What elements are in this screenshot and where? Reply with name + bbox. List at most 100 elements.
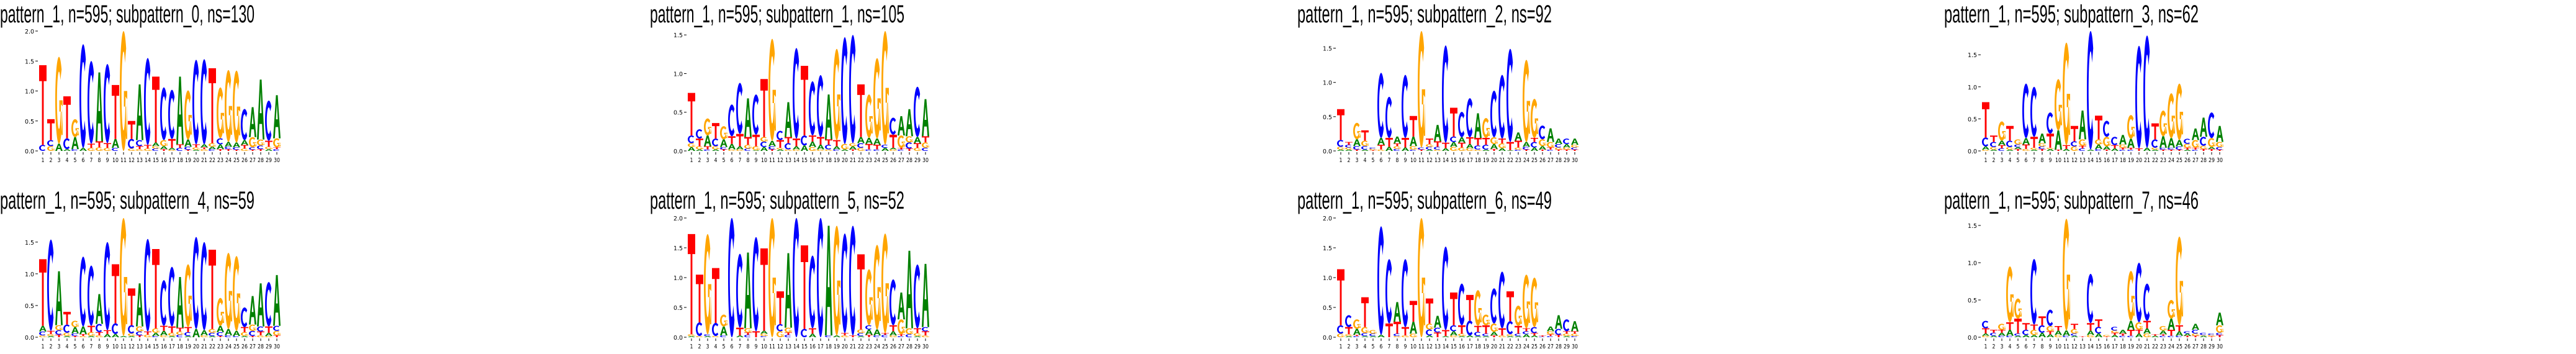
logo-letter-T — [2159, 334, 2167, 336]
logo-letter-T — [1998, 145, 2006, 148]
logo-letter-C — [104, 242, 110, 330]
logo-letter-A — [1998, 332, 2006, 336]
x-tick-label: 25 — [233, 343, 240, 350]
logo-letter-A — [833, 146, 840, 150]
logo-letter-A — [2151, 149, 2159, 151]
logo-letter-C — [704, 149, 711, 151]
logo-letter-T — [1377, 145, 1385, 150]
logo-letter-T — [1466, 294, 1474, 321]
x-tick-label: 18 — [1475, 157, 1481, 164]
x-tick-label: 3 — [2001, 343, 2004, 350]
logo-panel-3: pattern_1, n=595; subpattern_3, ns=62 0.0… — [1930, 0, 2574, 177]
logo-letter-C — [1531, 327, 1538, 334]
logo-letter-A — [2135, 334, 2143, 337]
logo-letter-G — [120, 218, 127, 336]
logo-letter-T — [889, 134, 897, 148]
x-tick-label: 27 — [250, 343, 256, 350]
logo-letter-C — [1458, 283, 1465, 325]
logo-letter-T — [1547, 334, 1554, 337]
logo-letter-T — [857, 254, 865, 330]
logo-letter-A — [200, 330, 208, 335]
logo-letter-C — [1523, 147, 1529, 150]
logo-letter-C — [1990, 332, 1997, 336]
y-tick-label: 1.5 — [1968, 223, 1977, 230]
x-tick-label: 5 — [2017, 157, 2020, 164]
logo-letter-T — [1490, 148, 1498, 151]
logo-letter-T — [712, 123, 719, 139]
x-tick-label: 22 — [1507, 157, 1513, 164]
logo-letter-C — [2192, 149, 2199, 151]
logo-letter-A — [1490, 143, 1498, 149]
logo-letter-T — [2047, 331, 2054, 335]
logo-letter-A — [2176, 140, 2183, 147]
logo-letter-C — [79, 256, 86, 327]
logo-letter-C — [2022, 83, 2029, 138]
logo-letter-T — [176, 144, 184, 148]
logo-letter-T — [2135, 148, 2143, 151]
x-tick-label: 26 — [1539, 343, 1546, 350]
logo-letter-C — [241, 307, 248, 327]
x-tick-label: 27 — [2192, 157, 2199, 164]
logo-letter-G — [1402, 335, 1409, 337]
logo-letter-A — [914, 336, 921, 337]
logo-letter-G — [1426, 143, 1433, 147]
logo-letter-G — [2159, 110, 2167, 137]
logo-letter-A — [1377, 335, 1385, 337]
logo-letter-A — [2071, 335, 2078, 337]
logo-letter-C — [2030, 259, 2037, 325]
logo-letter-A — [209, 335, 216, 337]
logo-letter-A — [2184, 149, 2191, 151]
logo-letter-T — [688, 234, 695, 335]
x-tick-label: 16 — [1459, 157, 1465, 164]
x-tick-label: 29 — [2209, 157, 2215, 164]
logo-letter-A — [1394, 136, 1401, 143]
logo-letter-G — [906, 136, 913, 143]
x-tick-label: 5 — [723, 343, 726, 350]
x-tick-label: 23 — [866, 343, 872, 350]
logo-letter-C — [720, 147, 727, 150]
x-tick-label: 30 — [922, 157, 929, 164]
logo-letter-T — [881, 333, 889, 335]
logo-letter-A — [793, 146, 800, 150]
logo-letter-A — [63, 335, 71, 337]
logo-letter-C — [2143, 283, 2150, 321]
logo-letter-C — [249, 147, 256, 150]
logo-letter-G — [833, 225, 840, 336]
x-tick-label: 23 — [217, 157, 223, 164]
logo-letter-C — [881, 335, 888, 337]
logo-letter-T — [1515, 140, 1522, 148]
logo-letter-A — [2047, 334, 2054, 337]
x-tick-label: 14 — [1443, 157, 1449, 164]
x-tick-label: 30 — [274, 157, 280, 164]
logo-letter-C — [1369, 147, 1376, 149]
logo-letter-T — [136, 146, 143, 150]
logo-letter-T — [785, 137, 792, 143]
logo-letter-T — [1361, 130, 1369, 141]
logo-letter-G — [2135, 322, 2143, 330]
logo-letter-C — [47, 239, 54, 331]
logo-letter-T — [160, 325, 168, 331]
logo-letter-T — [2127, 147, 2135, 150]
logo-letter-T — [1337, 269, 1344, 325]
x-tick-label: 6 — [2025, 157, 2028, 164]
x-tick-label: 9 — [1404, 157, 1407, 164]
logo-letter-A — [768, 140, 776, 147]
logo-letter-G — [712, 336, 719, 337]
x-tick-label: 3 — [58, 343, 61, 350]
y-tick-label: 0.5 — [1968, 116, 1977, 123]
logo-letter-A — [2087, 330, 2094, 335]
y-tick-label: 1.5 — [673, 245, 683, 252]
logo-letter-C — [39, 145, 46, 151]
y-tick-label: 0.0 — [25, 335, 34, 342]
logo-letter-C — [1337, 325, 1344, 334]
logo-letter-A — [233, 330, 240, 336]
logo-letter-C — [2006, 335, 2013, 337]
x-tick-label: 17 — [817, 343, 824, 350]
logo-letter-G — [2159, 326, 2167, 331]
logo-letter-G — [1450, 147, 1457, 151]
x-tick-label: 27 — [250, 157, 256, 164]
logo-letter-C — [1515, 334, 1521, 337]
logo-letter-T — [1498, 328, 1506, 336]
logo-letter-T — [47, 330, 55, 334]
logo-letter-C — [2135, 263, 2142, 322]
